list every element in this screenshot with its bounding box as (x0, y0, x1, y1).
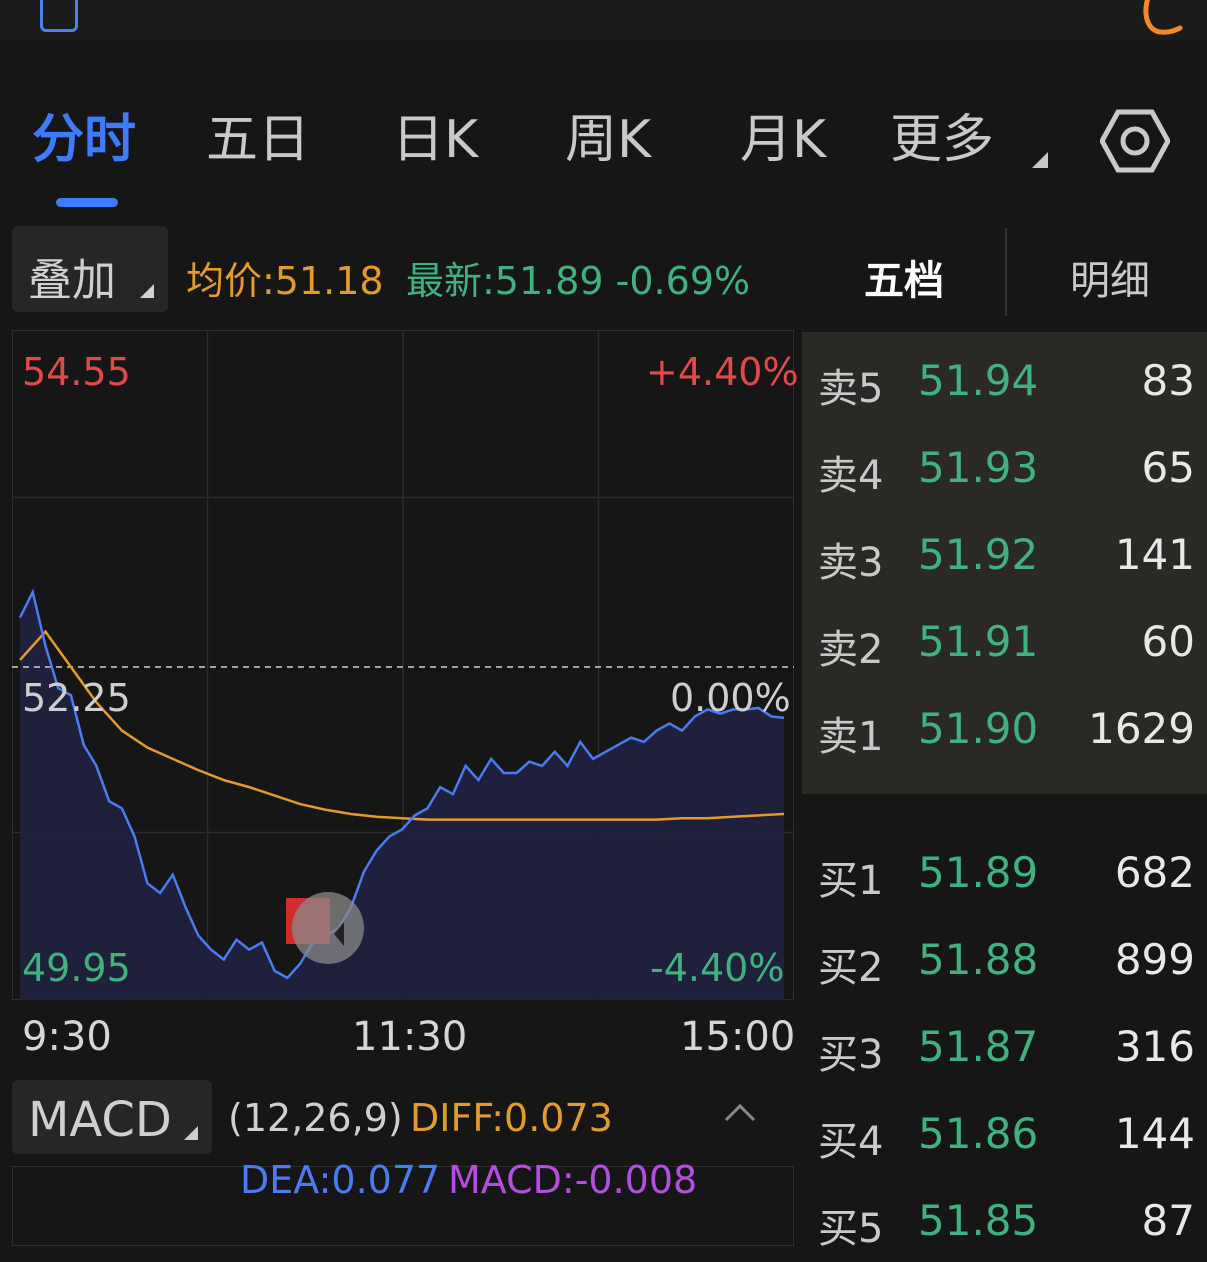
order-level-name: 卖1 (818, 714, 884, 760)
order-volume: 899 (1114, 935, 1195, 984)
order-volume: 65 (1141, 443, 1195, 492)
order-level-name: 买3 (818, 1032, 884, 1078)
macd-dea: DEA:0.077 (240, 1158, 441, 1202)
overlay-dropdown-icon (140, 284, 154, 298)
more-dropdown-icon[interactable] (1032, 152, 1048, 168)
order-level-name: 卖4 (818, 453, 884, 499)
buy-order-row[interactable]: 买3 51.87 316 (802, 1002, 1207, 1088)
buy-order-row[interactable]: 买1 51.89 682 (802, 828, 1207, 914)
order-level-name: 卖2 (818, 627, 884, 673)
order-level-name: 买4 (818, 1119, 884, 1165)
order-price: 51.88 (918, 935, 1039, 984)
order-level-name: 买5 (818, 1206, 884, 1252)
order-volume: 1629 (1088, 704, 1195, 753)
tab-more[interactable]: 更多 (890, 110, 995, 170)
order-volume: 60 (1141, 617, 1195, 666)
time-end: 15:00 (680, 1014, 796, 1060)
tab-daily-k[interactable]: 日K (392, 110, 479, 170)
order-price: 51.87 (918, 1022, 1039, 1071)
price-line (18, 588, 785, 980)
avg-price-line (19, 629, 785, 821)
macd-params: (12,26,9) (228, 1096, 403, 1140)
stock-info-icon[interactable] (40, 0, 78, 32)
tab-details[interactable]: 明细 (1070, 258, 1150, 304)
buy-order-row[interactable]: 买4 51.86 144 (802, 1089, 1207, 1175)
macd-label: MACD (28, 1092, 172, 1148)
order-price: 51.85 (918, 1196, 1039, 1245)
time-mid: 11:30 (352, 1014, 468, 1060)
pct-high-label: +4.40% (646, 350, 799, 394)
tab-five-day[interactable]: 五日 (206, 110, 311, 170)
order-price: 51.91 (918, 617, 1039, 666)
order-level-name: 买2 (818, 945, 884, 991)
order-price: 51.89 (918, 848, 1039, 897)
order-volume: 682 (1114, 848, 1195, 897)
order-price: 51.92 (918, 530, 1039, 579)
sell-order-row[interactable]: 卖1 51.90 1629 (802, 684, 1207, 770)
macd-value: MACD:-0.008 (448, 1158, 698, 1202)
tab-five-levels[interactable]: 五档 (864, 258, 944, 304)
top-bar (0, 0, 1207, 40)
buy-order-row[interactable]: 买5 51.85 87 (802, 1176, 1207, 1262)
active-tab-indicator (56, 198, 118, 207)
avg-price: 均价:51.18 (186, 259, 384, 303)
tab-weekly-k[interactable]: 周K (565, 110, 652, 170)
sell-order-row[interactable]: 卖4 51.93 65 (802, 423, 1207, 509)
order-price: 51.90 (918, 704, 1039, 753)
order-volume: 316 (1114, 1022, 1195, 1071)
pct-zero-label: 0.00% (670, 676, 791, 720)
macd-diff: DIFF:0.073 (410, 1096, 613, 1140)
order-level-name: 卖5 (818, 366, 884, 412)
chevron-up-icon[interactable] (722, 1100, 758, 1124)
order-level-name: 买1 (818, 858, 884, 904)
order-volume: 144 (1114, 1109, 1195, 1158)
sell-orders-panel (802, 332, 1207, 794)
order-price: 51.94 (918, 356, 1039, 405)
event-marker[interactable] (286, 892, 364, 964)
price-area (20, 592, 784, 1000)
intraday-chart[interactable] (12, 330, 794, 1000)
prev-close-label: 52.25 (22, 676, 131, 720)
order-volume: 87 (1141, 1196, 1195, 1245)
overlay-label: 叠加 (28, 255, 116, 306)
order-volume: 141 (1114, 530, 1195, 579)
overlay-button[interactable]: 叠加 (12, 226, 168, 312)
tab-intraday[interactable]: 分时 (32, 110, 137, 170)
order-level-name: 卖3 (818, 540, 884, 586)
price-high-label: 54.55 (22, 350, 131, 394)
sell-order-row[interactable]: 卖5 51.94 83 (802, 336, 1207, 422)
tab-monthly-k[interactable]: 月K (740, 110, 827, 170)
pct-low-label: -4.40% (650, 946, 785, 990)
tab-divider (1005, 228, 1007, 316)
sell-order-row[interactable]: 卖2 51.91 60 (802, 597, 1207, 683)
macd-button[interactable]: MACD (12, 1080, 212, 1154)
price-low-label: 49.95 (22, 946, 131, 990)
time-start: 9:30 (22, 1014, 112, 1060)
annotation-mark (1143, 0, 1183, 35)
order-price: 51.93 (918, 443, 1039, 492)
settings-icon[interactable] (1100, 108, 1170, 174)
latest-price: 最新:51.89 -0.69% (406, 259, 751, 303)
buy-order-row[interactable]: 买2 51.88 899 (802, 915, 1207, 1001)
sell-order-row[interactable]: 卖3 51.92 141 (802, 510, 1207, 596)
macd-dropdown-icon (184, 1126, 198, 1140)
order-price: 51.86 (918, 1109, 1039, 1158)
order-volume: 83 (1141, 356, 1195, 405)
